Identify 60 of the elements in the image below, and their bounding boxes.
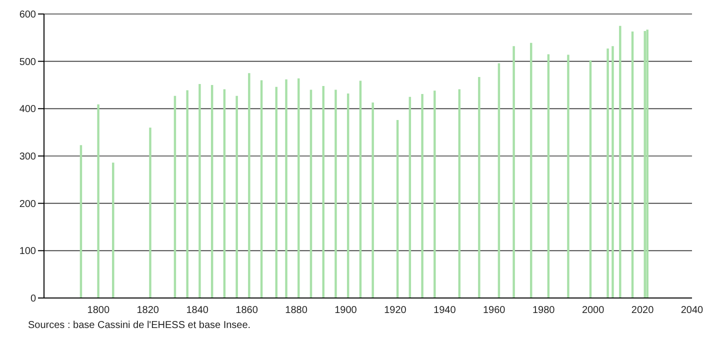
bar [112, 162, 114, 298]
y-tick-label: 600 [19, 10, 36, 21]
bar [80, 145, 82, 298]
bar [458, 89, 460, 298]
y-tick-label: 300 [19, 152, 36, 163]
x-tick-label: 1920 [384, 305, 407, 316]
bar [275, 86, 278, 298]
bar [434, 90, 436, 298]
bar [236, 96, 238, 298]
x-tick-label: 1980 [532, 305, 556, 316]
bar [298, 78, 300, 298]
bar [512, 46, 515, 298]
x-tick-label: 1840 [186, 305, 209, 316]
bar [498, 63, 500, 298]
x-tick-label: 1820 [136, 305, 160, 316]
bar [646, 30, 648, 298]
bar [408, 96, 412, 298]
x-tick-label: 2000 [582, 305, 605, 316]
bar [644, 31, 646, 298]
bar [260, 80, 263, 298]
bar [346, 94, 350, 298]
bar [619, 26, 622, 298]
bar [198, 84, 201, 298]
y-tick-label: 100 [19, 246, 36, 258]
y-tick-label: 500 [19, 56, 36, 68]
y-tick-label: 0 [30, 294, 36, 305]
bar [612, 46, 614, 298]
x-tick-label: 1900 [334, 305, 358, 316]
bar [530, 42, 532, 298]
bar [186, 90, 188, 298]
bar [322, 86, 324, 298]
x-tick-label: 1800 [87, 305, 110, 316]
source-note: Sources : base Cassini de l'EHESS et base Insee. [28, 320, 252, 331]
bar [285, 79, 288, 298]
bar [547, 54, 550, 298]
bar [334, 90, 337, 298]
x-tick-label: 1960 [483, 305, 506, 316]
bar [97, 104, 100, 298]
x-tick-label: 2020 [631, 305, 654, 316]
bar [631, 32, 634, 298]
bar [248, 73, 250, 298]
x-tick-label: 1860 [236, 305, 258, 316]
x-tick-label: 2040 [680, 305, 704, 316]
bar [310, 90, 312, 298]
bar [149, 128, 152, 298]
bar [359, 80, 362, 298]
y-tick-label: 400 [19, 104, 36, 116]
bar [567, 54, 570, 298]
bar [210, 85, 214, 298]
bar [589, 60, 592, 298]
bar [606, 48, 609, 298]
bar [174, 96, 176, 298]
bar [223, 89, 226, 298]
x-tick-label: 1940 [434, 305, 456, 316]
bar [396, 120, 399, 298]
x-tick-label: 1880 [285, 305, 308, 316]
bar [478, 76, 480, 298]
bar [421, 94, 424, 298]
bar [372, 102, 374, 298]
y-tick-label: 200 [19, 198, 36, 210]
